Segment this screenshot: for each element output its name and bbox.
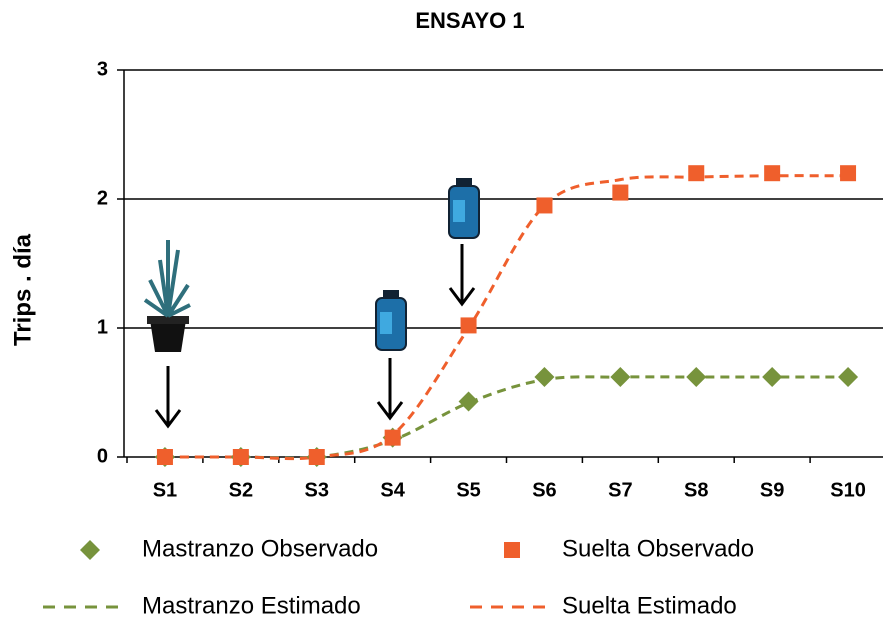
plot-area bbox=[117, 69, 883, 467]
x-tick-label: S1 bbox=[153, 479, 177, 501]
legend-label: Mastranzo Observado bbox=[142, 535, 378, 562]
line-series bbox=[164, 375, 849, 460]
x-tick-label: S5 bbox=[456, 479, 480, 501]
data-point bbox=[384, 429, 401, 446]
x-tick-label: S8 bbox=[684, 479, 708, 501]
data-point bbox=[534, 367, 555, 388]
plant-icon bbox=[143, 240, 191, 352]
data-point bbox=[460, 317, 477, 334]
bottle-icon bbox=[448, 178, 480, 239]
data-point bbox=[156, 449, 173, 465]
data-point bbox=[536, 197, 553, 214]
x-tick-label: S9 bbox=[760, 479, 784, 501]
data-point bbox=[840, 165, 857, 182]
line-series bbox=[164, 174, 849, 461]
data-point bbox=[232, 449, 249, 465]
data-point bbox=[612, 184, 629, 201]
x-tick-label: S4 bbox=[380, 479, 405, 501]
data-point bbox=[686, 367, 707, 388]
x-tick-label: S10 bbox=[830, 479, 866, 501]
legend: Mastranzo Observado Suelta Observado Mastr… bbox=[43, 535, 754, 619]
x-tick-label: S7 bbox=[608, 479, 632, 501]
data-point bbox=[688, 165, 705, 182]
x-tick-label: S3 bbox=[305, 479, 329, 501]
legend-label: Suelta Observado bbox=[562, 535, 754, 562]
x-tick-label: S2 bbox=[229, 479, 253, 501]
arrows bbox=[154, 244, 476, 429]
y-tick-label: 3 bbox=[97, 58, 108, 80]
y-axis-label: Trips . día bbox=[9, 233, 36, 346]
legend-marker bbox=[504, 542, 520, 558]
legend-label: Suelta Estimado bbox=[562, 592, 737, 619]
data-point bbox=[762, 367, 783, 388]
data-point bbox=[308, 449, 325, 465]
y-tick-label: 0 bbox=[97, 445, 108, 467]
x-tick-label: S6 bbox=[532, 479, 556, 501]
data-point bbox=[764, 165, 781, 182]
data-point bbox=[838, 367, 859, 388]
y-tick-label: 2 bbox=[97, 187, 108, 209]
legend-label: Mastranzo Estimado bbox=[142, 592, 361, 619]
legend-marker bbox=[80, 540, 100, 560]
data-point bbox=[458, 391, 479, 412]
bottle-icon bbox=[375, 290, 407, 351]
chart-title: ENSAYO 1 bbox=[415, 8, 524, 33]
y-tick-label: 1 bbox=[97, 316, 108, 338]
data-point bbox=[610, 367, 631, 388]
